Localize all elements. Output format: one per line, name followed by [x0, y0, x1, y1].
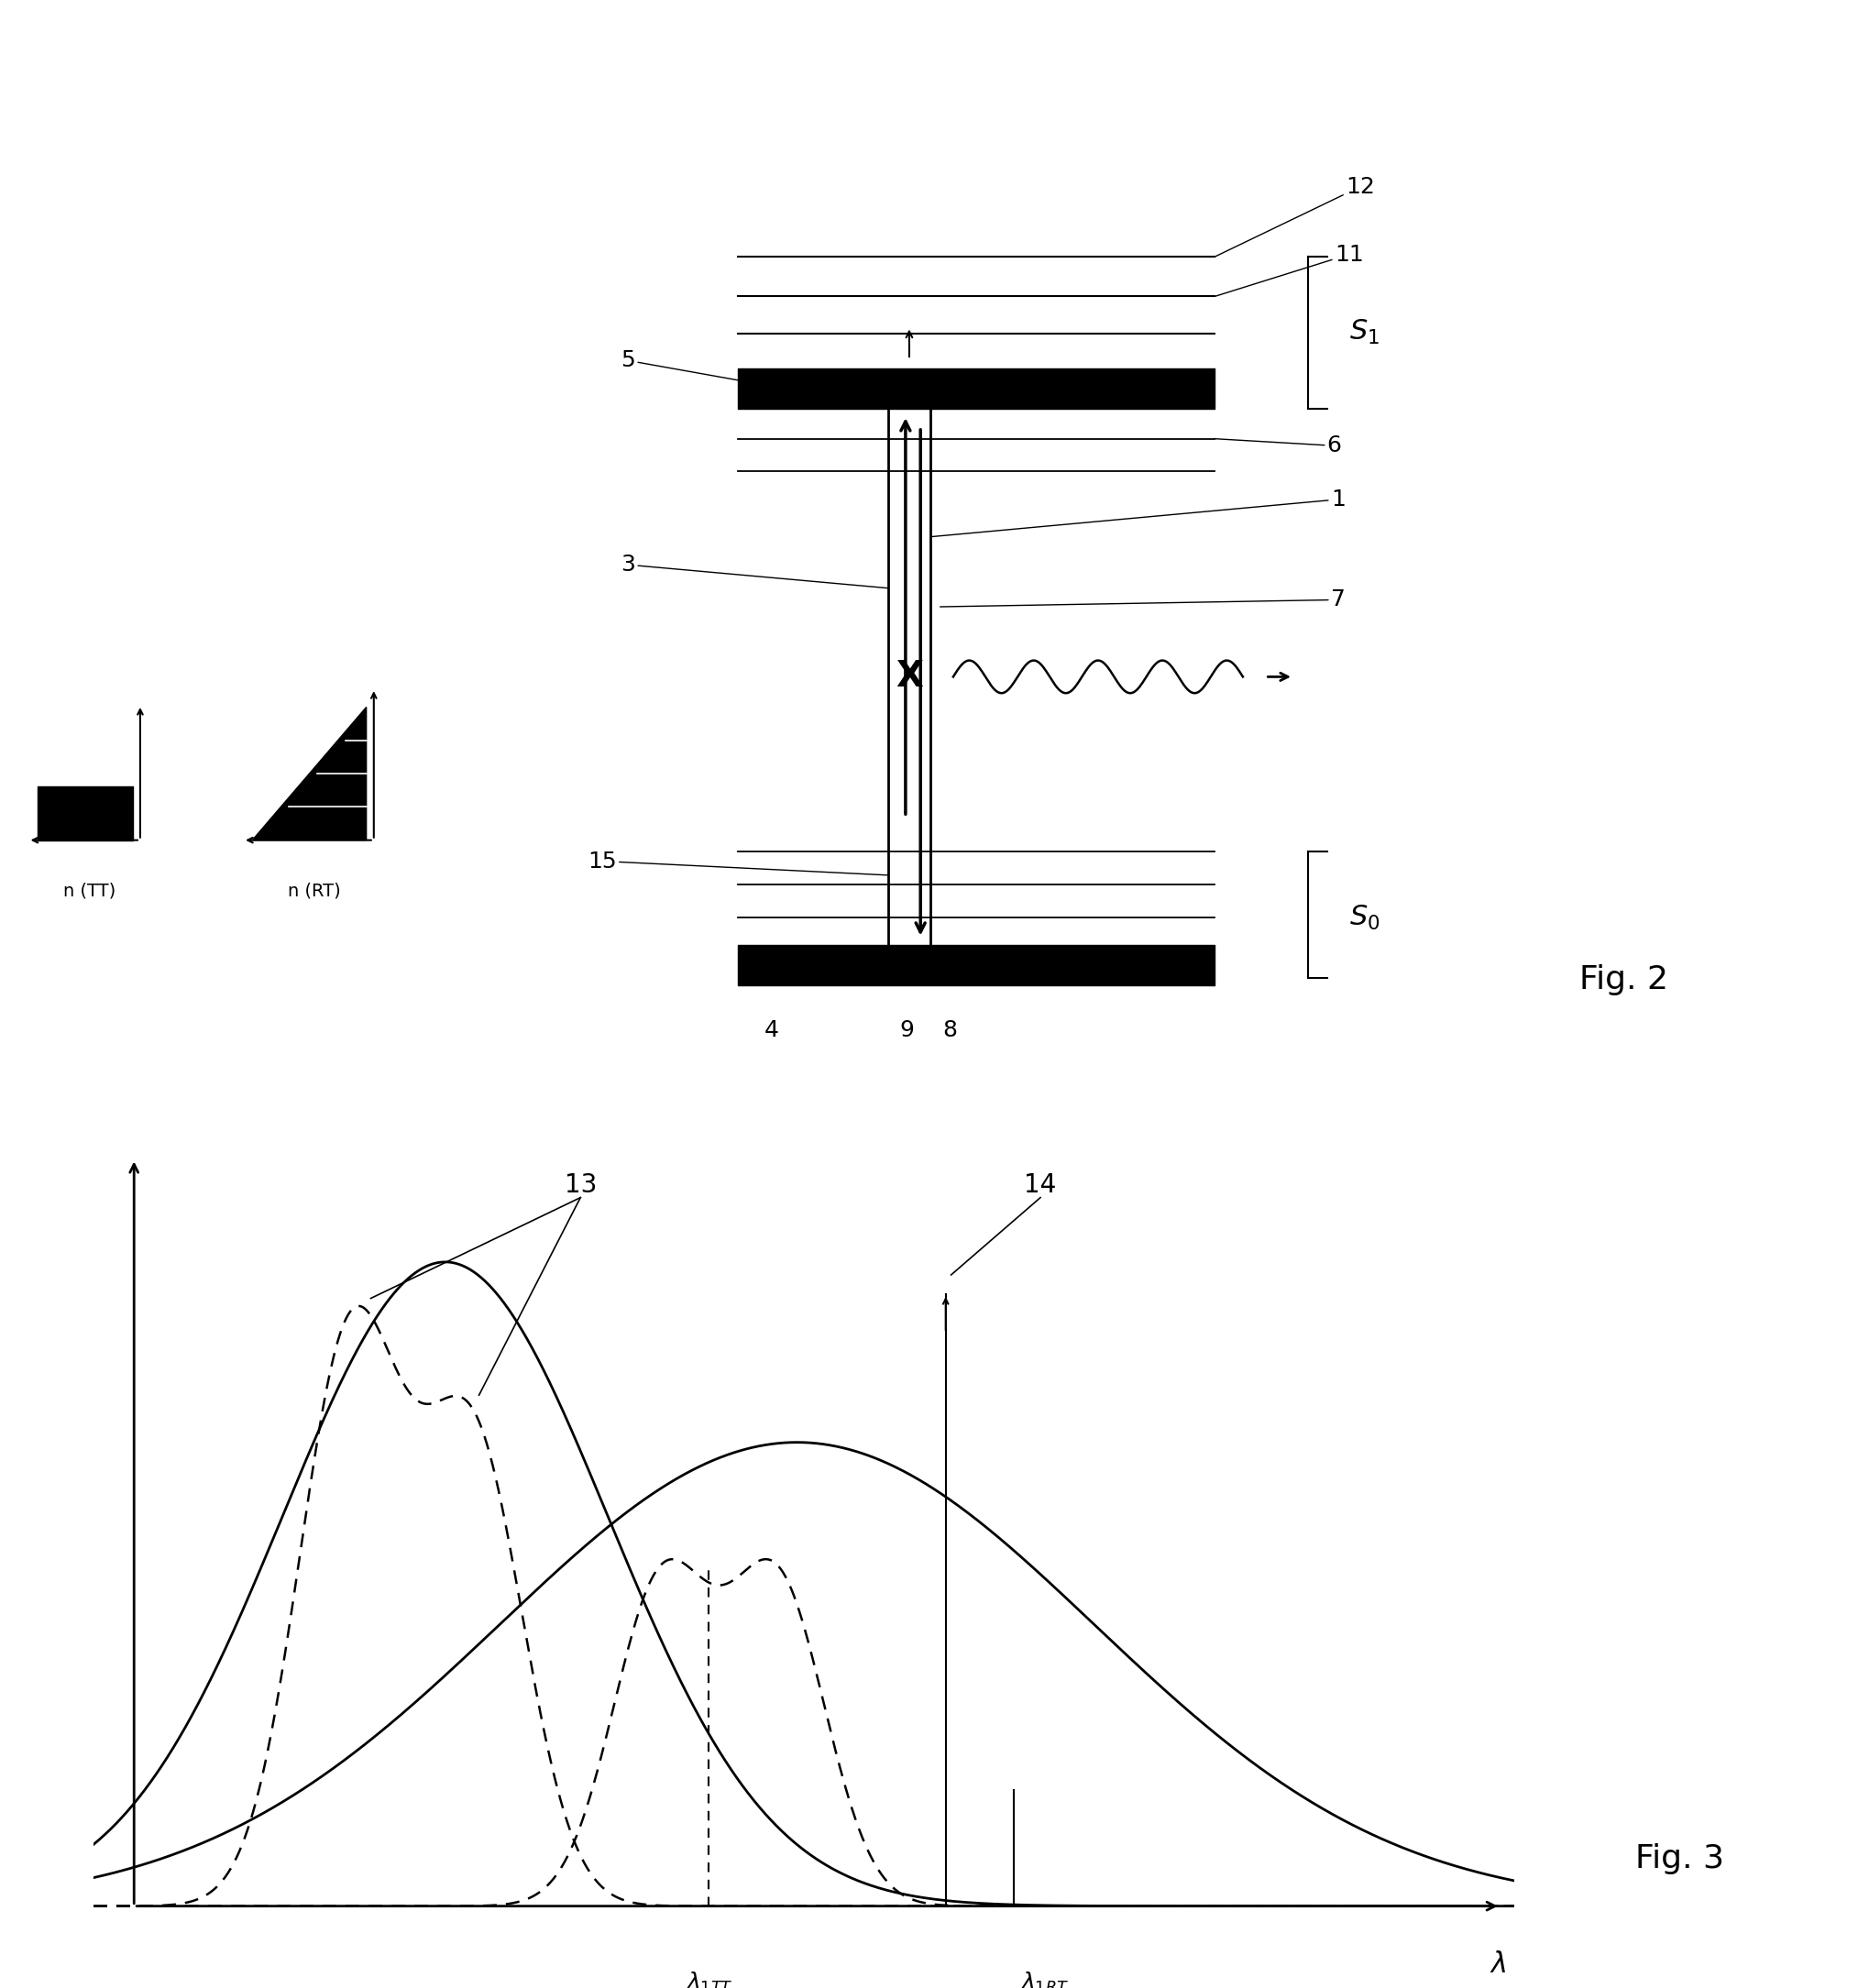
Text: 6: 6 [1215, 435, 1342, 457]
Text: Fig. 3: Fig. 3 [1635, 1843, 1725, 1875]
Text: 1: 1 [931, 489, 1346, 537]
Text: X: X [895, 660, 923, 694]
Text: 12: 12 [1215, 175, 1376, 256]
Text: 5: 5 [621, 350, 785, 388]
Text: n (RT): n (RT) [288, 883, 340, 901]
Text: n (TT): n (TT) [64, 883, 116, 901]
Text: 7: 7 [940, 588, 1346, 610]
Text: 4: 4 [764, 1018, 779, 1042]
Text: 11: 11 [1215, 243, 1364, 296]
Text: 9: 9 [899, 1018, 914, 1042]
Text: 3: 3 [621, 555, 888, 588]
Text: $S_1$: $S_1$ [1349, 318, 1379, 346]
Text: 15: 15 [587, 851, 888, 875]
Text: 8: 8 [942, 1018, 957, 1042]
Text: $\lambda$: $\lambda$ [1490, 1950, 1506, 1978]
Polygon shape [252, 708, 366, 841]
Text: Fig. 2: Fig. 2 [1579, 964, 1669, 996]
Text: $\lambda_{1RT}$: $\lambda_{1RT}$ [1020, 1970, 1069, 1988]
Text: $\lambda_{1TT}$: $\lambda_{1TT}$ [686, 1970, 733, 1988]
Text: $S_0$: $S_0$ [1349, 905, 1379, 932]
Text: 13: 13 [564, 1171, 596, 1197]
Text: 14: 14 [1024, 1171, 1056, 1197]
